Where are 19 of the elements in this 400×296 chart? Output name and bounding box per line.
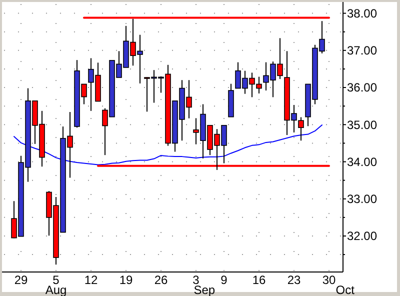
x-tick-label: 26: [154, 273, 168, 287]
x-tick-label: 3: [192, 273, 200, 287]
x-tick-label: 5: [52, 273, 60, 287]
x-tick-label: 9: [220, 273, 228, 287]
x-tick-label: 19: [119, 273, 133, 287]
x-tick-label: 23: [287, 273, 301, 287]
y-tick-label: 33.00: [347, 192, 378, 206]
y-tick-label: 38.00: [347, 6, 378, 20]
x-tick-label: 29: [14, 273, 28, 287]
x-tick-label: 30: [322, 273, 336, 287]
y-tick-label: 36.00: [347, 80, 378, 95]
x-tick-label: 16: [252, 273, 266, 287]
text: Oct: [336, 283, 356, 296]
x-tick-label: 12: [84, 273, 98, 287]
y-tick-label: 34.00: [347, 154, 378, 169]
y-tick-label: 35.00: [347, 118, 378, 132]
y-tick-label: 32.00: [347, 229, 378, 244]
line-series: [14, 124, 322, 166]
y-tick-label: 37.00: [347, 44, 378, 58]
